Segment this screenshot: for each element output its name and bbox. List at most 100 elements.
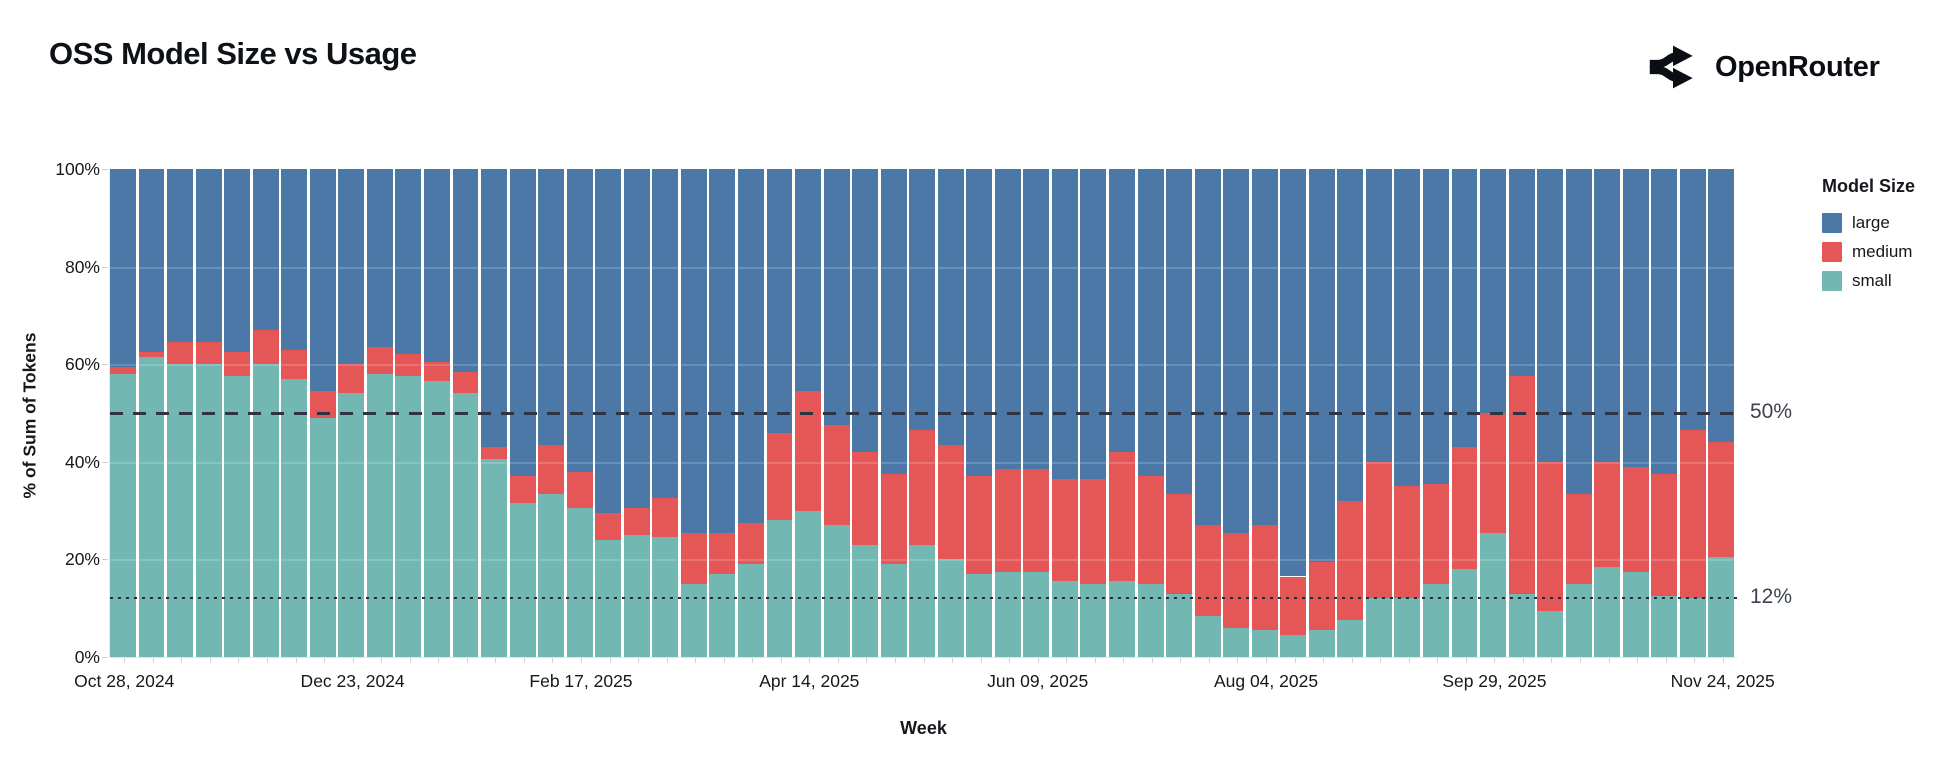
bar-segment-large[interactable]: [566, 169, 593, 472]
bar-segment-large[interactable]: [652, 169, 679, 499]
bar-segment-medium[interactable]: [1423, 483, 1449, 584]
bar-segment-medium[interactable]: [395, 354, 422, 377]
bar-segment-small[interactable]: [538, 493, 565, 657]
bar-segment-small[interactable]: [1365, 598, 1392, 657]
bar-segment-large[interactable]: [1308, 169, 1335, 562]
bar-segment-large[interactable]: [680, 169, 707, 533]
bar-segment-large[interactable]: [1223, 169, 1250, 533]
bar-segment-medium[interactable]: [1451, 447, 1478, 570]
bar-segment-small[interactable]: [309, 417, 336, 657]
bar-segment-large[interactable]: [1080, 169, 1107, 479]
bar-segment-large[interactable]: [110, 169, 136, 367]
bar-segment-large[interactable]: [281, 169, 308, 350]
bar-segment-large[interactable]: [994, 169, 1021, 470]
bar-segment-large[interactable]: [852, 169, 879, 453]
bar-segment-medium[interactable]: [1194, 525, 1221, 616]
bar-segment-small[interactable]: [452, 393, 479, 657]
bar-segment-small[interactable]: [1023, 571, 1050, 657]
bar-segment-medium[interactable]: [937, 444, 964, 560]
bar-segment-medium[interactable]: [1251, 525, 1278, 631]
bar-segment-small[interactable]: [395, 376, 422, 657]
bar-segment-medium[interactable]: [167, 342, 194, 365]
bar-segment-medium[interactable]: [966, 476, 993, 575]
bar-segment-small[interactable]: [680, 583, 707, 657]
bar-segment-large[interactable]: [623, 169, 650, 509]
bar-segment-small[interactable]: [1508, 593, 1535, 657]
bar-segment-medium[interactable]: [1508, 376, 1535, 594]
bar-segment-small[interactable]: [167, 364, 194, 657]
bar-segment-small[interactable]: [1080, 583, 1107, 657]
bar-segment-medium[interactable]: [338, 364, 365, 394]
bar-segment-small[interactable]: [338, 393, 365, 657]
bar-segment-large[interactable]: [1251, 169, 1278, 526]
bar-segment-small[interactable]: [595, 539, 622, 657]
bar-segment-large[interactable]: [1594, 169, 1621, 462]
bar-segment-small[interactable]: [909, 544, 936, 657]
bar-segment-large[interactable]: [195, 169, 222, 343]
bar-segment-medium[interactable]: [481, 447, 507, 460]
bar-segment-medium[interactable]: [1080, 478, 1107, 584]
bar-segment-medium[interactable]: [566, 471, 593, 509]
bar-segment-small[interactable]: [1594, 566, 1621, 657]
bar-segment-medium[interactable]: [1051, 478, 1078, 582]
bar-segment-small[interactable]: [1051, 581, 1078, 657]
bar-segment-small[interactable]: [1280, 635, 1307, 657]
bar-segment-medium[interactable]: [994, 469, 1021, 572]
bar-segment-small[interactable]: [1337, 620, 1364, 657]
bar-segment-medium[interactable]: [366, 347, 393, 374]
bar-segment-medium[interactable]: [1337, 500, 1364, 621]
bar-segment-large[interactable]: [795, 169, 821, 392]
bar-segment-large[interactable]: [1166, 169, 1193, 494]
bar-segment-small[interactable]: [252, 364, 279, 657]
bar-segment-large[interactable]: [1480, 169, 1507, 413]
bar-segment-medium[interactable]: [709, 532, 736, 575]
bar-segment-medium[interactable]: [852, 452, 879, 545]
bar-segment-medium[interactable]: [224, 352, 251, 377]
bar-segment-large[interactable]: [1365, 169, 1392, 462]
bar-segment-small[interactable]: [1166, 593, 1193, 657]
bar-segment-medium[interactable]: [795, 391, 821, 511]
bar-segment-small[interactable]: [1223, 627, 1250, 657]
bar-segment-medium[interactable]: [1137, 476, 1164, 584]
bar-segment-medium[interactable]: [880, 474, 907, 565]
bar-segment-small[interactable]: [366, 373, 393, 657]
bar-segment-large[interactable]: [1622, 169, 1649, 467]
bar-segment-small[interactable]: [880, 564, 907, 657]
bar-segment-large[interactable]: [1565, 169, 1592, 494]
bar-segment-medium[interactable]: [652, 498, 679, 538]
bar-segment-medium[interactable]: [1708, 442, 1735, 557]
bar-segment-large[interactable]: [452, 169, 479, 372]
bar-segment-small[interactable]: [737, 564, 764, 657]
bar-segment-medium[interactable]: [538, 444, 565, 494]
bar-segment-large[interactable]: [481, 169, 507, 448]
bar-segment-small[interactable]: [1423, 583, 1449, 657]
bar-segment-small[interactable]: [1480, 532, 1507, 657]
bar-segment-medium[interactable]: [909, 430, 936, 545]
bar-segment-small[interactable]: [1679, 598, 1706, 657]
bar-segment-large[interactable]: [1394, 169, 1421, 487]
bar-segment-large[interactable]: [1679, 169, 1706, 431]
bar-segment-large[interactable]: [167, 169, 194, 343]
bar-segment-large[interactable]: [538, 169, 565, 445]
bar-segment-large[interactable]: [909, 169, 936, 431]
bar-segment-small[interactable]: [1451, 569, 1478, 657]
bar-segment-medium[interactable]: [452, 371, 479, 394]
bar-segment-large[interactable]: [1537, 169, 1564, 462]
bar-segment-medium[interactable]: [1651, 474, 1678, 596]
bar-segment-large[interactable]: [509, 169, 536, 477]
bar-segment-small[interactable]: [1537, 610, 1564, 657]
bar-segment-medium[interactable]: [737, 522, 764, 565]
bar-segment-medium[interactable]: [680, 532, 707, 584]
bar-segment-medium[interactable]: [1537, 461, 1564, 611]
bar-segment-small[interactable]: [766, 520, 793, 657]
bar-segment-medium[interactable]: [766, 432, 793, 521]
bar-segment-small[interactable]: [1565, 583, 1592, 657]
bar-segment-medium[interactable]: [509, 476, 536, 504]
bar-segment-medium[interactable]: [1365, 461, 1392, 599]
bar-segment-medium[interactable]: [1565, 493, 1592, 584]
bar-segment-small[interactable]: [852, 544, 879, 657]
bar-segment-large[interactable]: [737, 169, 764, 523]
bar-segment-small[interactable]: [224, 376, 251, 657]
bar-segment-large[interactable]: [709, 169, 736, 533]
bar-segment-medium[interactable]: [110, 366, 136, 374]
